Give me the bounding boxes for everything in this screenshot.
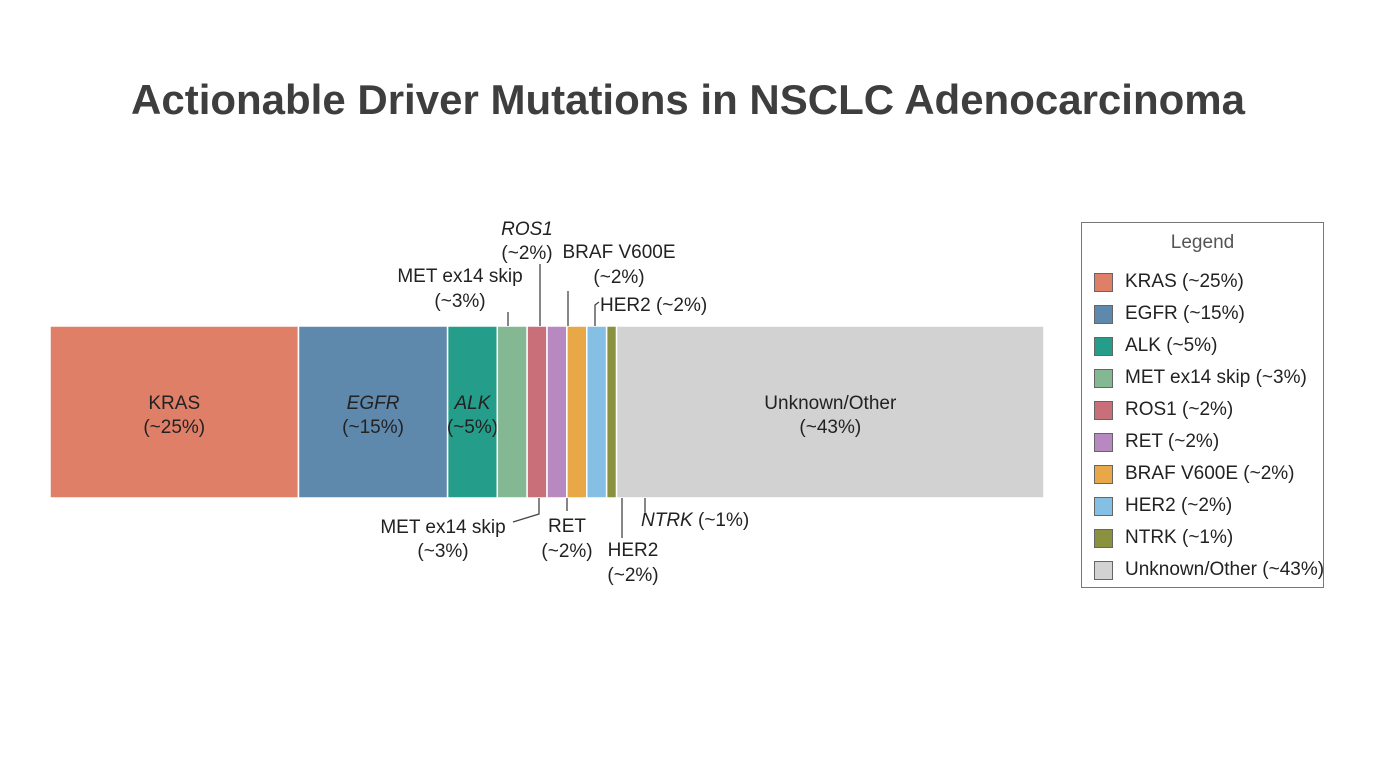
bar-segment-her2 [586,325,608,499]
callout-value-below-0: (~3%) [417,541,468,562]
legend-label: ROS1 (~2%) [1125,399,1234,420]
bar-segment-braf-v600e [566,325,588,499]
callout-label-above-0: MET ex14 skip [397,266,522,287]
callout-value-below-1: (~2%) [541,541,592,562]
legend-label: ALK (~5%) [1125,335,1218,356]
legend-swatch [1094,528,1113,548]
legend-item-braf-v600e-2: BRAF V600E (~2%) [1094,458,1323,490]
legend-label: HER2 (~2%) [1125,495,1233,516]
callout-label-below-2: HER2 [608,540,659,561]
chart-title: Actionable Driver Mutations in NSCLC Ade… [131,76,1245,123]
legend-item-unknown-other-43: Unknown/Other (~43%) [1094,554,1325,586]
segment-value-egfr: (~15%) [342,417,404,438]
callout-value-above-1: (~2%) [501,243,552,264]
segment-value-unknown-other: (~43%) [799,417,861,438]
legend-label: BRAF V600E (~2%) [1125,463,1295,484]
legend: Legend KRAS (~25%) EGFR (~15%) ALK (~5%) ME… [1081,222,1324,588]
legend-swatch [1094,496,1113,516]
callout-line-below-0 [512,498,540,523]
callout-value-above-0: (~3%) [434,291,485,312]
legend-swatch [1094,272,1113,292]
segment-value-alk: (~5%) [447,417,498,438]
segment-label-kras: KRAS [148,393,200,414]
bar-segment-ret [546,325,568,499]
legend-title: Legend [1170,232,1235,253]
legend-swatch [1094,368,1113,388]
legend-label: RET (~2%) [1125,431,1220,452]
callout-line-above-3 [594,301,600,326]
callout-label-below-3: NTRK (~1%) [641,510,749,531]
legend-item-ros1-2: ROS1 (~2%) [1094,394,1323,426]
bar-segment-ros1 [526,325,548,499]
legend-item-alk-5: ALK (~5%) [1094,330,1323,362]
legend-label: EGFR (~15%) [1125,303,1245,324]
legend-label: NTRK (~1%) [1125,527,1234,548]
bar-segment-unknown-other [615,325,1045,499]
legend-swatch [1094,304,1113,324]
callout-label-below-1: RET [548,516,586,537]
segment-value-kras: (~25%) [143,417,205,438]
callout-value-above-2: (~2%) [593,267,644,288]
legend-swatch [1094,336,1113,356]
callout-label-above-2: BRAF V600E [563,242,676,263]
legend-swatch [1094,432,1113,452]
legend-label: MET ex14 skip (~3%) [1125,367,1307,388]
segment-label-egfr: EGFR [347,393,400,414]
bar-segment-kras [49,325,300,499]
legend-item-her2-2: HER2 (~2%) [1094,490,1323,522]
bar-segment-met-ex14-skip [496,325,528,499]
legend-swatch [1094,400,1113,420]
segment-label-alk: ALK [453,393,491,414]
legend-item-kras-25: KRAS (~25%) [1094,266,1323,298]
callout-value-below-2: (~2%) [607,565,658,586]
legend-label: KRAS (~25%) [1125,271,1244,292]
bar-segment-ntrk [605,325,618,499]
legend-swatch [1094,560,1113,580]
legend-item-ntrk-1: NTRK (~1%) [1094,522,1323,554]
legend-item-met-ex14-skip-3: MET ex14 skip (~3%) [1094,362,1323,394]
segment-label-unknown-other: Unknown/Other [764,393,897,414]
callout-label-above-3: HER2 (~2%) [600,295,707,316]
legend-item-ret-2: RET (~2%) [1094,426,1323,458]
legend-swatch [1094,464,1113,484]
callout-label-below-0: MET ex14 skip [380,517,505,538]
legend-label: Unknown/Other (~43%) [1125,559,1325,580]
callout-label-above-1: ROS1 [501,219,553,240]
bar-segment-egfr [297,325,449,499]
legend-item-egfr-15: EGFR (~15%) [1094,298,1323,330]
legend-list: KRAS (~25%) EGFR (~15%) ALK (~5%) MET ex14 … [1082,266,1325,586]
